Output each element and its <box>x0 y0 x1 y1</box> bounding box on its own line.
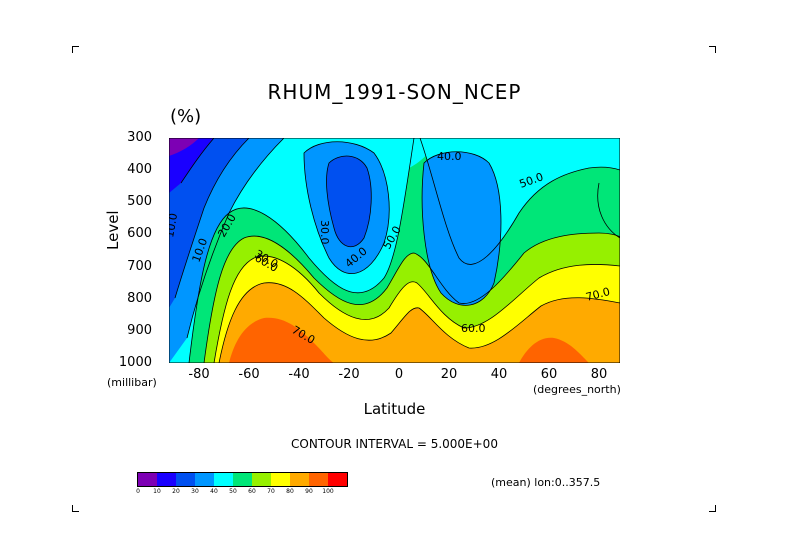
colorbar-swatch <box>176 473 195 486</box>
contour-label-40b: 40.0 <box>437 150 462 163</box>
corner-mark-tl <box>72 46 79 53</box>
y-tick-400: 400 <box>127 162 152 177</box>
chart-title: RHUM_1991-SON_NCEP <box>267 80 522 104</box>
colorbar-swatch <box>252 473 271 486</box>
colorbar-swatch <box>309 473 328 486</box>
cyan-top-tropics <box>394 138 439 168</box>
colorbar-label: 0 <box>136 488 140 495</box>
x-tick-80: 80 <box>590 367 608 382</box>
corner-mark-br <box>709 505 716 512</box>
colorbar-swatch <box>157 473 176 486</box>
y-tick-1000: 1000 <box>118 355 152 370</box>
colorbar-swatch <box>214 473 233 486</box>
contour-label-70b: 70.0 <box>584 285 611 304</box>
x-axis-label: Latitude <box>363 400 426 418</box>
contour-label-10a: 10.0 <box>169 212 180 238</box>
x-tick-0: 0 <box>394 367 404 382</box>
colorbar-label: 70 <box>267 488 275 495</box>
band-sh-purple <box>169 138 199 156</box>
x-tick-60: 60 <box>540 367 558 382</box>
colorbar <box>137 472 348 487</box>
x-tick-m20: -20 <box>338 367 360 382</box>
dry-nh-blue <box>422 151 501 306</box>
band-sh-blue <box>169 138 249 308</box>
y-tick-800: 800 <box>127 291 152 306</box>
y-tick-900: 900 <box>127 323 152 338</box>
corner-mark-tr <box>709 46 716 53</box>
band-darkorange <box>229 317 334 363</box>
colorbar-swatch <box>233 473 252 486</box>
y-unit-label: (millibar) <box>107 376 157 389</box>
x-tick-m60: -60 <box>238 367 260 382</box>
x-tick-m40: -40 <box>288 367 310 382</box>
units-label: (%) <box>170 106 202 127</box>
contour-plot: 10.0 10.0 20.0 30.0 30.0 40.0 40.0 50.0 … <box>169 138 620 363</box>
colorbar-label: 10 <box>153 488 161 495</box>
y-tick-500: 500 <box>127 194 152 209</box>
band-darkorange-nh <box>519 337 589 363</box>
colorbar-label: 30 <box>191 488 199 495</box>
y-tick-700: 700 <box>127 259 152 274</box>
x-unit-label: (degrees_north) <box>533 383 621 396</box>
colorbar-label: 100 <box>322 488 334 495</box>
colorbar-swatch <box>328 473 347 486</box>
y-tick-600: 600 <box>127 226 152 241</box>
colorbar-label: 40 <box>210 488 218 495</box>
x-tick-m80: -80 <box>188 367 210 382</box>
x-tick-40: 40 <box>490 367 508 382</box>
x-tick-20: 20 <box>440 367 458 382</box>
colorbar-label: 60 <box>248 488 256 495</box>
y-tick-300: 300 <box>127 130 152 145</box>
contour-label-30a: 30.0 <box>318 220 331 245</box>
contour-label-60b: 60.0 <box>461 322 486 335</box>
colorbar-label: 20 <box>172 488 180 495</box>
colorbar-label: 80 <box>286 488 294 495</box>
mean-text: (mean) lon:0..357.5 <box>491 476 601 489</box>
contour-interval-text: CONTOUR INTERVAL = 5.000E+00 <box>291 437 498 451</box>
colorbar-label: 50 <box>229 488 237 495</box>
band-orange <box>219 282 620 363</box>
colorbar-swatch <box>290 473 309 486</box>
dry-sh-darkblue <box>326 156 372 247</box>
colorbar-label: 90 <box>305 488 313 495</box>
colorbar-swatch <box>138 473 157 486</box>
colorbar-swatch <box>271 473 290 486</box>
colorbar-swatch <box>195 473 214 486</box>
corner-mark-bl <box>72 505 79 512</box>
